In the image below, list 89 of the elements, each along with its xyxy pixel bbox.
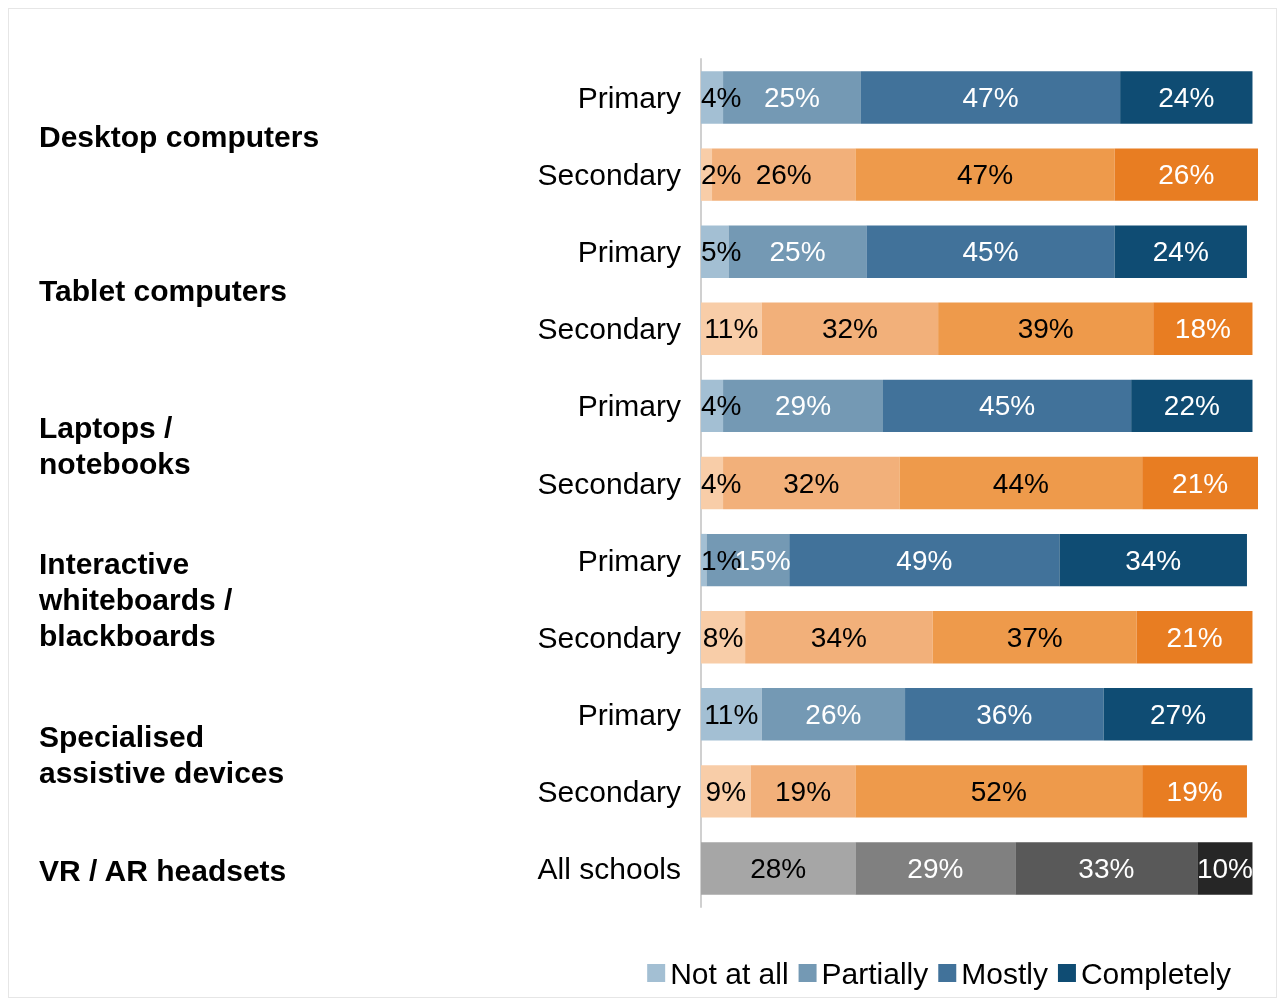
bar <box>701 842 856 895</box>
bar <box>1114 225 1247 278</box>
data-label: 47% <box>962 82 1019 114</box>
bar <box>1015 842 1198 895</box>
bar <box>1131 379 1253 433</box>
data-label: 25% <box>763 82 821 114</box>
bar <box>789 533 1060 587</box>
y-tick-label: Primary <box>577 697 681 731</box>
bar <box>938 302 1154 356</box>
data-label: 44% <box>992 467 1049 499</box>
bar <box>1114 148 1258 201</box>
bar <box>1136 610 1253 664</box>
data-label: 24% <box>1158 82 1215 114</box>
bar <box>745 610 933 664</box>
bar <box>1142 765 1247 818</box>
data-label: 24% <box>1152 236 1209 268</box>
y-tick-label: Secondary <box>537 466 681 500</box>
text: Specialised assistive devices <box>39 719 285 789</box>
data-label: 33% <box>1078 852 1135 884</box>
bar <box>761 688 906 741</box>
bar <box>899 456 1143 510</box>
data-label: 25% <box>769 236 826 268</box>
data-label: 37% <box>1006 621 1063 653</box>
data-label: 32% <box>821 313 878 345</box>
data-label: 18% <box>1174 313 1231 345</box>
data-label: 27% <box>1150 698 1207 730</box>
y-tick-label: Primary <box>577 389 681 423</box>
bar <box>860 71 1121 124</box>
data-label: 11% <box>704 313 759 345</box>
y-tick-label: Secondary <box>537 158 681 192</box>
text: Tablet computers <box>39 274 287 308</box>
text: Desktop computers <box>39 119 320 153</box>
data-label: 45% <box>962 236 1019 268</box>
data-label: 22% <box>1163 390 1220 422</box>
y-tick-label: Primary <box>577 543 681 577</box>
legend-label: Partially <box>821 956 929 990</box>
data-label: 26% <box>805 698 862 730</box>
data-label: 4% <box>701 82 742 114</box>
data-label: 28% <box>750 852 807 884</box>
data-label: 2% <box>701 159 742 191</box>
bar <box>882 379 1132 433</box>
data-label: 49% <box>896 544 953 576</box>
text: Interactive whiteboards / blackboards <box>38 547 234 653</box>
data-label: 8% <box>702 621 744 653</box>
bar <box>1142 456 1258 510</box>
data-label: 34% <box>810 621 867 653</box>
y-tick-label: All schools <box>537 851 681 885</box>
bar <box>750 765 856 818</box>
data-label: 52% <box>970 775 1027 807</box>
data-label: 45% <box>979 390 1036 422</box>
data-label: 5% <box>701 236 742 268</box>
bar <box>905 688 1104 741</box>
bar <box>866 225 1115 278</box>
text: VR / AR headsets <box>39 853 287 887</box>
bar <box>855 842 1016 895</box>
data-label: 29% <box>775 390 832 422</box>
data-label: 10% <box>1196 852 1253 884</box>
bar <box>1059 533 1247 587</box>
legend-label: Mostly <box>961 956 1048 990</box>
y-tick-label: Secondary <box>537 620 681 654</box>
data-label: 21% <box>1172 467 1229 499</box>
data-label: 26% <box>755 159 812 191</box>
y-tick-label: Secondary <box>537 774 681 808</box>
data-label: 34% <box>1125 544 1182 576</box>
data-label: 11% <box>704 698 759 730</box>
data-label: 21% <box>1166 621 1223 653</box>
data-label: 19% <box>1166 775 1223 807</box>
y-tick-label: Secondary <box>537 312 681 346</box>
data-label: 9% <box>705 775 747 807</box>
data-label: 47% <box>956 159 1014 191</box>
bar <box>761 302 939 356</box>
legend-label: Not at all <box>670 956 789 990</box>
data-label: 32% <box>783 467 840 499</box>
bar <box>932 610 1137 664</box>
data-label: 36% <box>976 698 1033 730</box>
y-tick-label: Primary <box>577 235 681 269</box>
bar <box>855 765 1143 818</box>
data-label: 19% <box>775 775 832 807</box>
data-label: 4% <box>701 467 742 499</box>
y-tick-label: Primary <box>577 81 681 115</box>
bar <box>1103 688 1253 741</box>
bar <box>1120 71 1253 124</box>
data-label: 39% <box>1017 313 1074 345</box>
data-label: 26% <box>1158 159 1215 191</box>
bar <box>855 148 1115 201</box>
text: Laptops / notebooks <box>39 410 191 480</box>
legend-label: Completely <box>1080 956 1231 990</box>
data-label: 4% <box>701 390 742 422</box>
data-label: 29% <box>907 852 964 884</box>
